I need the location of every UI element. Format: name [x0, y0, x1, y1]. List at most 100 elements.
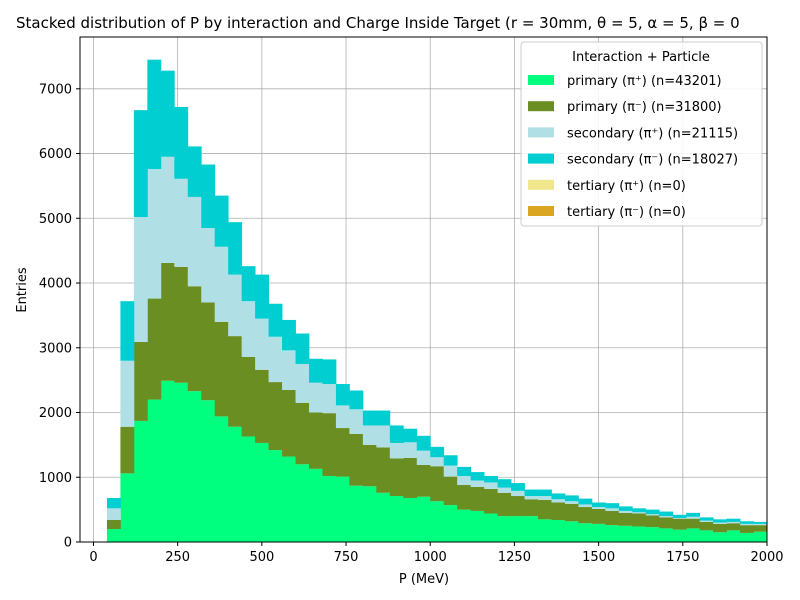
bar-series-2-bin-30 [511, 490, 525, 497]
bar-series-1-bin-9 [228, 336, 243, 427]
bar-series-3-bin-48 [753, 521, 768, 524]
legend-label-0: primary (π⁺) (n=43201) [567, 74, 722, 89]
y-tick-label: 1000 [39, 471, 72, 486]
bar-series-1-bin-26 [457, 485, 472, 510]
bar-series-3-bin-12 [268, 303, 283, 337]
x-tick-label: 750 [334, 550, 359, 565]
bar-series-3-bin-3 [147, 59, 162, 170]
bar-series-2-bin-35 [578, 504, 593, 508]
bar-series-3-bin-0 [106, 497, 121, 509]
bar-series-1-bin-16 [322, 413, 337, 476]
legend-swatch-2 [528, 127, 554, 138]
bar-series-2-bin-16 [322, 384, 337, 414]
bar-series-1-bin-42 [672, 518, 687, 530]
bar-series-2-bin-5 [174, 178, 189, 267]
bar-series-0-bin-4 [160, 380, 175, 542]
bar-series-3-bin-8 [214, 195, 229, 247]
bar-series-1-bin-43 [686, 518, 701, 529]
bar-series-0-bin-15 [309, 468, 323, 542]
bar-series-1-bin-18 [349, 433, 364, 486]
x-tick-label: 1250 [498, 550, 531, 565]
x-tick-label: 250 [165, 550, 190, 565]
bar-series-1-bin-27 [470, 486, 485, 511]
bar-series-3-bin-26 [457, 466, 472, 476]
bar-series-0-bin-33 [551, 519, 566, 542]
bar-series-3-bin-28 [484, 475, 498, 483]
legend-label-2: secondary (π⁺) (n=21115) [567, 126, 738, 141]
x-axis-label: P (MeV) [399, 572, 449, 587]
bar-series-3-bin-7 [201, 164, 216, 228]
bar-series-1-bin-10 [241, 356, 256, 437]
bar-series-3-bin-30 [511, 483, 525, 491]
bar-series-2-bin-4 [160, 156, 175, 263]
bar-series-0-bin-25 [443, 505, 458, 542]
bar-series-1-bin-24 [430, 466, 445, 502]
legend-label-1: primary (π⁻) (n=31800) [567, 100, 722, 115]
bar-series-0-bin-8 [214, 416, 229, 542]
bar-series-1-bin-38 [618, 512, 633, 526]
bar-series-2-bin-38 [618, 510, 633, 513]
y-tick-label: 0 [64, 536, 72, 551]
bar-series-3-bin-23 [416, 435, 431, 451]
bar-series-3-bin-22 [403, 428, 418, 443]
bar-series-1-bin-17 [335, 428, 350, 477]
bar-series-2-bin-43 [686, 516, 701, 519]
bar-series-2-bin-14 [295, 363, 310, 403]
bar-series-3-bin-2 [133, 110, 148, 217]
bar-series-0-bin-35 [578, 523, 593, 542]
bar-series-3-bin-45 [713, 519, 727, 523]
bar-series-1-bin-7 [201, 302, 216, 401]
bar-series-3-bin-15 [309, 358, 323, 383]
bar-series-0-bin-26 [457, 509, 472, 542]
bar-series-2-bin-9 [228, 274, 243, 337]
bar-series-0-bin-16 [322, 475, 337, 542]
histogram-bars [106, 59, 768, 542]
bar-series-2-bin-6 [187, 196, 202, 287]
legend-swatch-4 [528, 179, 554, 190]
y-tick-label: 5000 [39, 212, 72, 227]
bar-series-2-bin-48 [753, 523, 768, 526]
bar-series-3-bin-36 [591, 502, 606, 508]
bar-series-1-bin-8 [214, 321, 229, 417]
bar-series-1-bin-19 [362, 444, 377, 487]
bar-series-1-bin-40 [645, 515, 660, 528]
bar-series-1-bin-37 [605, 510, 620, 526]
bar-series-3-bin-10 [241, 266, 256, 302]
y-tick-label: 2000 [39, 406, 72, 421]
bar-series-1-bin-33 [551, 502, 566, 520]
bar-series-3-bin-19 [362, 410, 377, 426]
bar-series-1-bin-4 [160, 262, 175, 381]
legend-box [520, 41, 763, 227]
bar-series-0-bin-2 [133, 420, 148, 542]
bar-series-3-bin-24 [430, 446, 445, 458]
bar-series-2-bin-24 [430, 457, 445, 467]
bar-series-0-bin-45 [713, 532, 727, 542]
bar-series-2-bin-11 [255, 318, 269, 370]
bar-series-2-bin-32 [538, 496, 552, 500]
bar-series-1-bin-31 [524, 499, 539, 517]
x-axis-ticks: 0 250 500 750 1000 1250 1500 1750 2000 [89, 542, 784, 565]
bar-series-3-bin-42 [672, 514, 687, 519]
bar-series-1-bin-23 [416, 464, 431, 497]
bar-series-3-bin-41 [659, 511, 674, 517]
bar-series-2-bin-0 [106, 508, 121, 520]
bar-series-3-bin-37 [605, 503, 620, 509]
bar-series-0-bin-10 [241, 436, 256, 542]
bar-series-3-bin-20 [376, 410, 391, 426]
bar-series-2-bin-28 [484, 482, 498, 489]
bar-series-1-bin-22 [403, 457, 418, 498]
bar-series-2-bin-10 [241, 301, 256, 357]
bar-series-1-bin-48 [753, 525, 768, 532]
bar-series-0-bin-12 [268, 450, 283, 542]
x-tick-label: 1000 [414, 550, 447, 565]
x-tick-label: 0 [89, 550, 97, 565]
bar-series-1-bin-3 [147, 298, 162, 400]
bar-series-1-bin-35 [578, 507, 593, 524]
bar-series-3-bin-38 [618, 506, 633, 511]
bar-series-1-bin-41 [659, 517, 674, 529]
bar-series-3-bin-13 [282, 319, 296, 351]
bar-series-0-bin-32 [538, 519, 552, 542]
bar-series-2-bin-21 [389, 442, 404, 459]
bar-series-0-bin-41 [659, 528, 674, 542]
